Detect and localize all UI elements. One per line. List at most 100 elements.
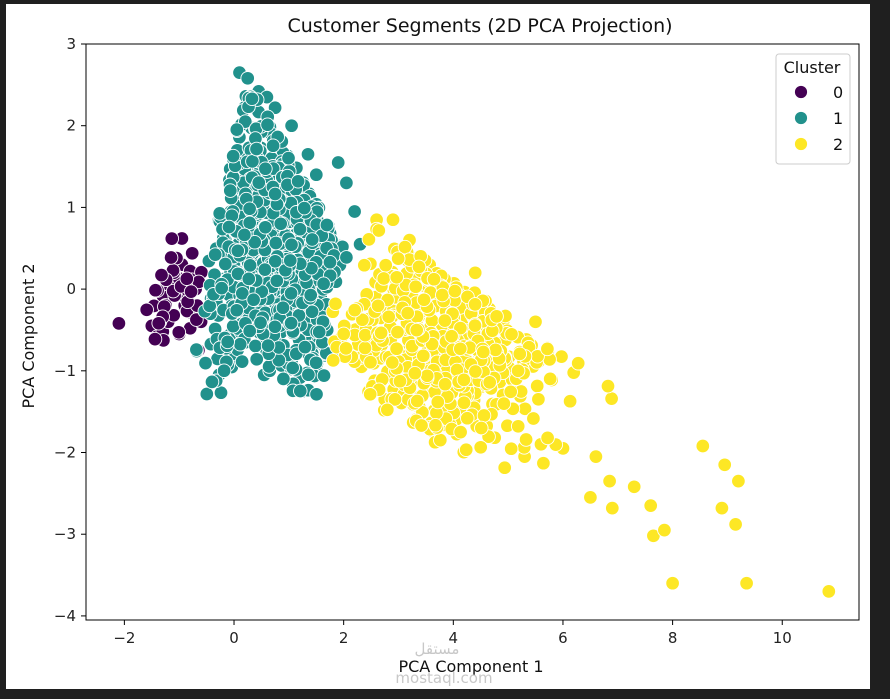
legend-marker-2: [794, 137, 808, 151]
data-point: [309, 387, 324, 402]
data-point: [385, 212, 401, 227]
data-point: [362, 387, 378, 402]
y-tick-label: 1: [66, 198, 76, 216]
data-point: [602, 473, 617, 489]
watermark-latin: mostaql.com: [395, 669, 492, 687]
data-point: [198, 355, 213, 371]
data-point: [339, 250, 354, 265]
data-point: [235, 286, 250, 301]
data-point: [458, 442, 474, 457]
data-point: [409, 322, 424, 338]
data-point: [728, 517, 743, 532]
data-point: [562, 393, 578, 409]
data-point: [361, 232, 377, 247]
data-point: [189, 342, 204, 357]
data-point: [212, 206, 227, 221]
legend-label-0: 0: [833, 83, 843, 102]
data-point: [242, 215, 257, 231]
data-point: [171, 325, 187, 340]
data-point: [267, 254, 283, 269]
data-point: [301, 367, 316, 382]
data-point: [268, 235, 284, 251]
data-point: [536, 455, 551, 471]
data-point: [467, 265, 483, 281]
data-point: [473, 440, 488, 455]
data-point: [303, 287, 318, 303]
data-point: [460, 410, 475, 426]
legend-marker-1: [794, 111, 808, 125]
points-layer: [111, 65, 837, 599]
data-point: [496, 396, 512, 411]
data-point: [164, 231, 180, 246]
data-point: [276, 371, 291, 387]
x-tick-label: −2: [113, 629, 135, 647]
data-point: [328, 296, 343, 312]
data-point: [476, 344, 491, 360]
data-point: [244, 91, 260, 107]
data-point: [234, 354, 250, 369]
data-point: [512, 346, 528, 362]
data-point: [583, 490, 598, 505]
legend: Cluster 0 1 2: [775, 53, 851, 165]
data-point: [251, 175, 267, 190]
data-point: [297, 339, 313, 355]
y-tick-label: −4: [54, 607, 76, 625]
data-point: [482, 375, 497, 390]
data-point: [339, 175, 354, 191]
data-point: [338, 341, 354, 356]
data-point: [225, 148, 241, 164]
data-point: [390, 251, 406, 266]
data-point: [316, 276, 331, 291]
data-point: [510, 419, 526, 434]
data-point: [588, 449, 604, 464]
data-point: [292, 221, 308, 237]
data-point: [453, 341, 468, 357]
data-point: [414, 418, 429, 433]
data-point: [408, 279, 423, 294]
data-point: [510, 363, 526, 379]
data-point: [242, 258, 258, 273]
x-tick-label: 0: [229, 629, 239, 647]
figure-frame: Customer Segments (2D PCA Projection) −2…: [6, 4, 870, 689]
data-point: [489, 309, 504, 324]
data-point: [355, 312, 370, 328]
data-point: [419, 368, 435, 384]
data-point: [300, 147, 316, 162]
data-point: [139, 302, 154, 318]
data-point: [447, 283, 463, 299]
data-point: [330, 155, 346, 170]
data-point: [322, 254, 338, 270]
data-point: [179, 271, 195, 286]
scatter-chart: Customer Segments (2D PCA Projection) −2…: [19, 15, 860, 687]
data-point: [476, 408, 492, 423]
data-point: [347, 302, 362, 318]
data-point: [504, 327, 519, 342]
data-point: [151, 316, 166, 331]
data-point: [207, 247, 223, 262]
data-point: [147, 331, 163, 347]
data-point: [245, 154, 260, 169]
x-tick-label: 4: [449, 629, 459, 647]
data-point: [258, 220, 273, 235]
data-point: [232, 336, 248, 352]
data-point: [229, 122, 245, 137]
data-point: [695, 438, 711, 454]
data-point: [540, 430, 555, 446]
data-point: [304, 232, 320, 247]
data-point: [183, 284, 199, 299]
data-point: [503, 441, 519, 456]
series-2: [325, 212, 837, 599]
data-point: [426, 271, 442, 287]
x-tick-label: 8: [668, 629, 678, 647]
data-point: [111, 316, 127, 331]
data-point: [241, 271, 257, 287]
data-point: [214, 280, 229, 296]
data-point: [821, 584, 837, 599]
data-point: [357, 340, 373, 356]
data-point: [389, 341, 404, 356]
data-point: [468, 364, 483, 379]
data-point: [503, 384, 518, 400]
data-point: [467, 297, 483, 312]
data-point: [456, 372, 472, 388]
data-point: [456, 395, 472, 410]
